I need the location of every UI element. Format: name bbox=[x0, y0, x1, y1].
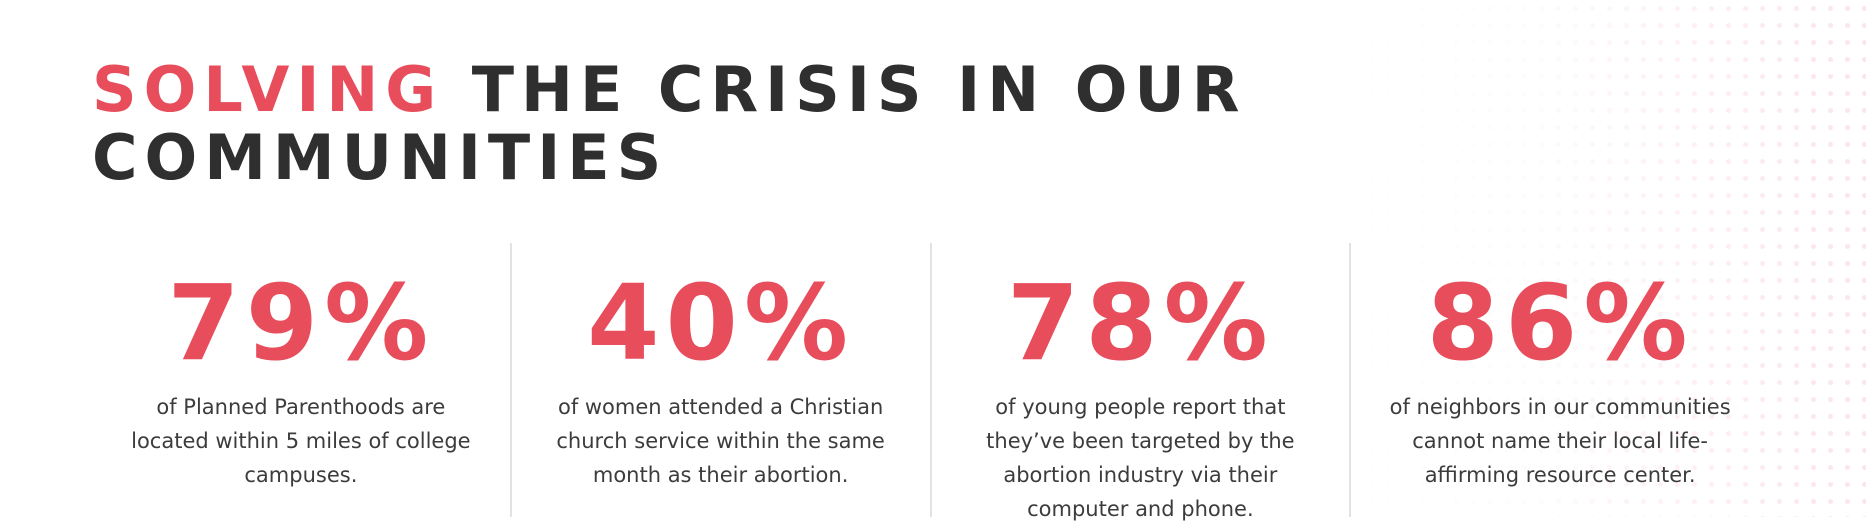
stat-caption: of young people report that they’ve been… bbox=[986, 395, 1295, 521]
stat-block-3: 78% of young people report that they’ve … bbox=[929, 243, 1350, 521]
stat-block-1: 79% of Planned Parenthoods are located w… bbox=[92, 243, 510, 517]
stat-caption: of neighbors in our communities cannot n… bbox=[1389, 395, 1731, 487]
stat-value: 86% bbox=[1426, 262, 1694, 384]
stat-value: 78% bbox=[1006, 262, 1274, 384]
headline-line-1: THE CRISIS IN OUR bbox=[443, 53, 1247, 126]
stat-caption: of Planned Parenthoods are located withi… bbox=[131, 395, 471, 487]
stat-value: 79% bbox=[167, 262, 435, 384]
stat-block-4: 86% of neighbors in our communities cann… bbox=[1349, 243, 1769, 517]
stat-block-2: 40% of women attended a Christian church… bbox=[509, 243, 930, 517]
stat-caption: of women attended a Christian church ser… bbox=[556, 395, 885, 487]
page-headline: SOLVING THE CRISIS IN OUR COMMUNITIES bbox=[92, 56, 1246, 192]
headline-accent-word: SOLVING bbox=[92, 53, 444, 126]
stat-value: 40% bbox=[587, 262, 855, 384]
stats-row: 79% of Planned Parenthoods are located w… bbox=[92, 243, 1769, 521]
headline-line-2: COMMUNITIES bbox=[92, 121, 669, 194]
dot-pattern-decoration bbox=[1346, 0, 1866, 517]
